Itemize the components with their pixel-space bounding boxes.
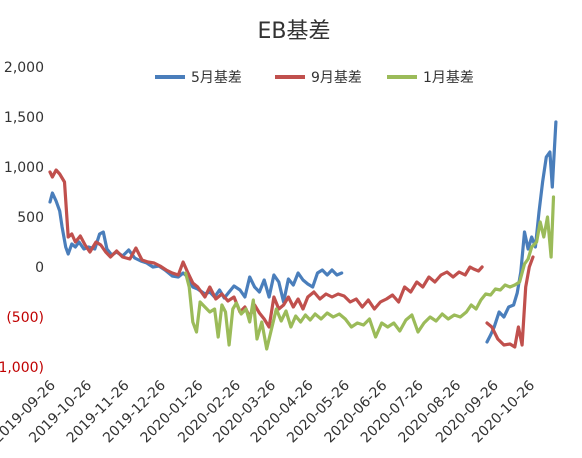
- y-tick-label: 0: [35, 260, 44, 276]
- y-tick-label: 2,000: [4, 60, 44, 76]
- plot-area: [48, 120, 558, 351]
- legend-label: 9月基差: [311, 69, 362, 86]
- y-tick-label: (1,000): [0, 360, 44, 376]
- y-tick-label: (500): [6, 310, 44, 326]
- chart-title: EB基差: [258, 19, 331, 44]
- legend-label: 5月基差: [191, 69, 242, 86]
- y-tick-label: 1,500: [4, 110, 44, 126]
- series-line: [48, 120, 558, 344]
- y-axis: 2,000 1,500 1,000 500 0 (500) (1,000): [0, 60, 44, 376]
- legend-label: 1月基差: [423, 69, 474, 86]
- series-line: [48, 168, 535, 349]
- y-tick-label: 500: [17, 210, 44, 226]
- y-tick-label: 1,000: [4, 160, 44, 176]
- x-axis: 2019-09-262019-10-262019-11-262019-12-26…: [0, 377, 538, 446]
- series-line: [184, 195, 556, 351]
- chart-legend: 5月基差 9月基差 1月基差: [155, 69, 474, 86]
